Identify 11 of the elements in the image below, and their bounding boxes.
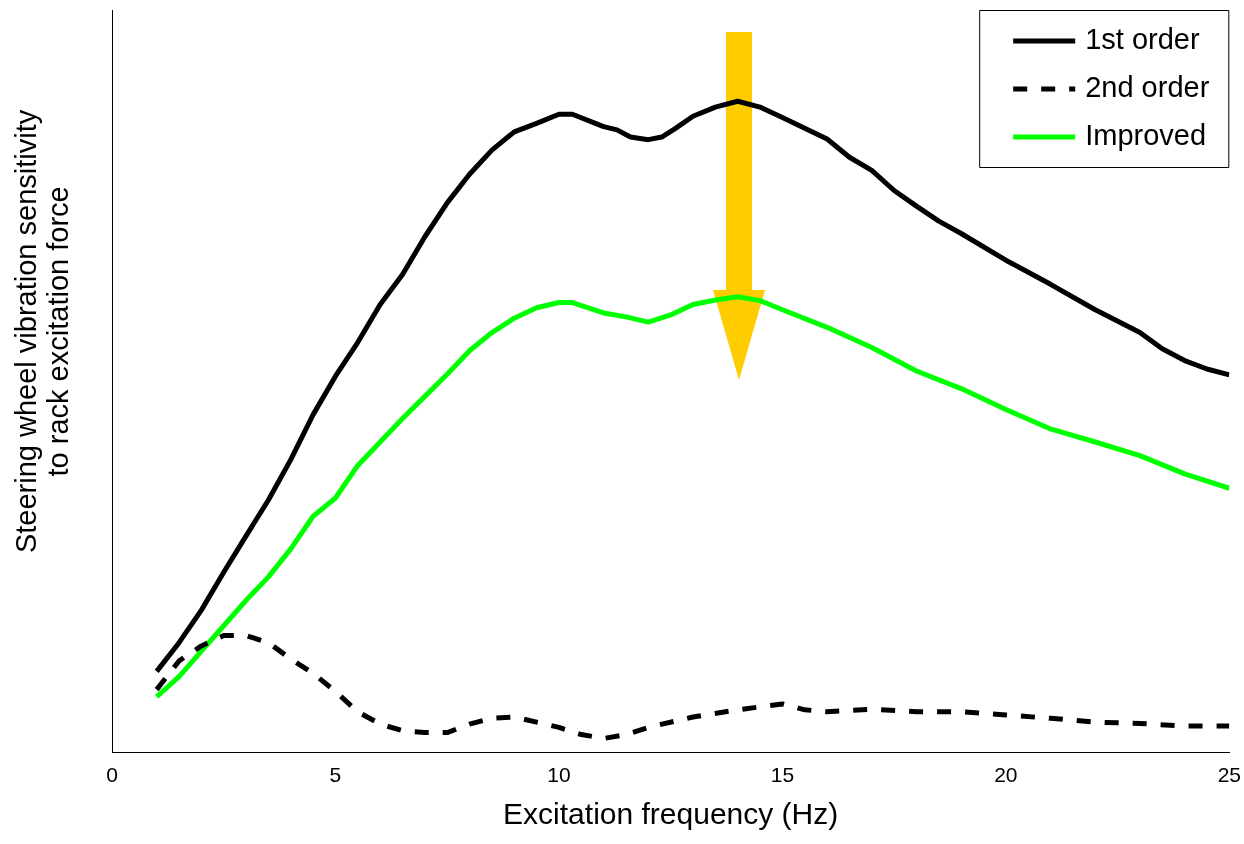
legend-label: Improved — [1085, 119, 1207, 151]
x-axis-title: Excitation frequency (Hz) — [503, 797, 839, 831]
legend-label: 1st order — [1085, 23, 1200, 55]
legend-label: 2nd order — [1085, 71, 1210, 103]
x-tick-label: 0 — [106, 763, 118, 787]
x-tick-label: 5 — [329, 763, 342, 787]
x-tick-label: 15 — [770, 763, 795, 787]
y-axis-title: Steering wheel vibration sensitivity to rack excitation force — [10, 109, 74, 554]
x-tick-label: 20 — [994, 763, 1018, 787]
x-tick-label: 25 — [1217, 763, 1241, 787]
x-tick-label: 10 — [547, 763, 571, 787]
